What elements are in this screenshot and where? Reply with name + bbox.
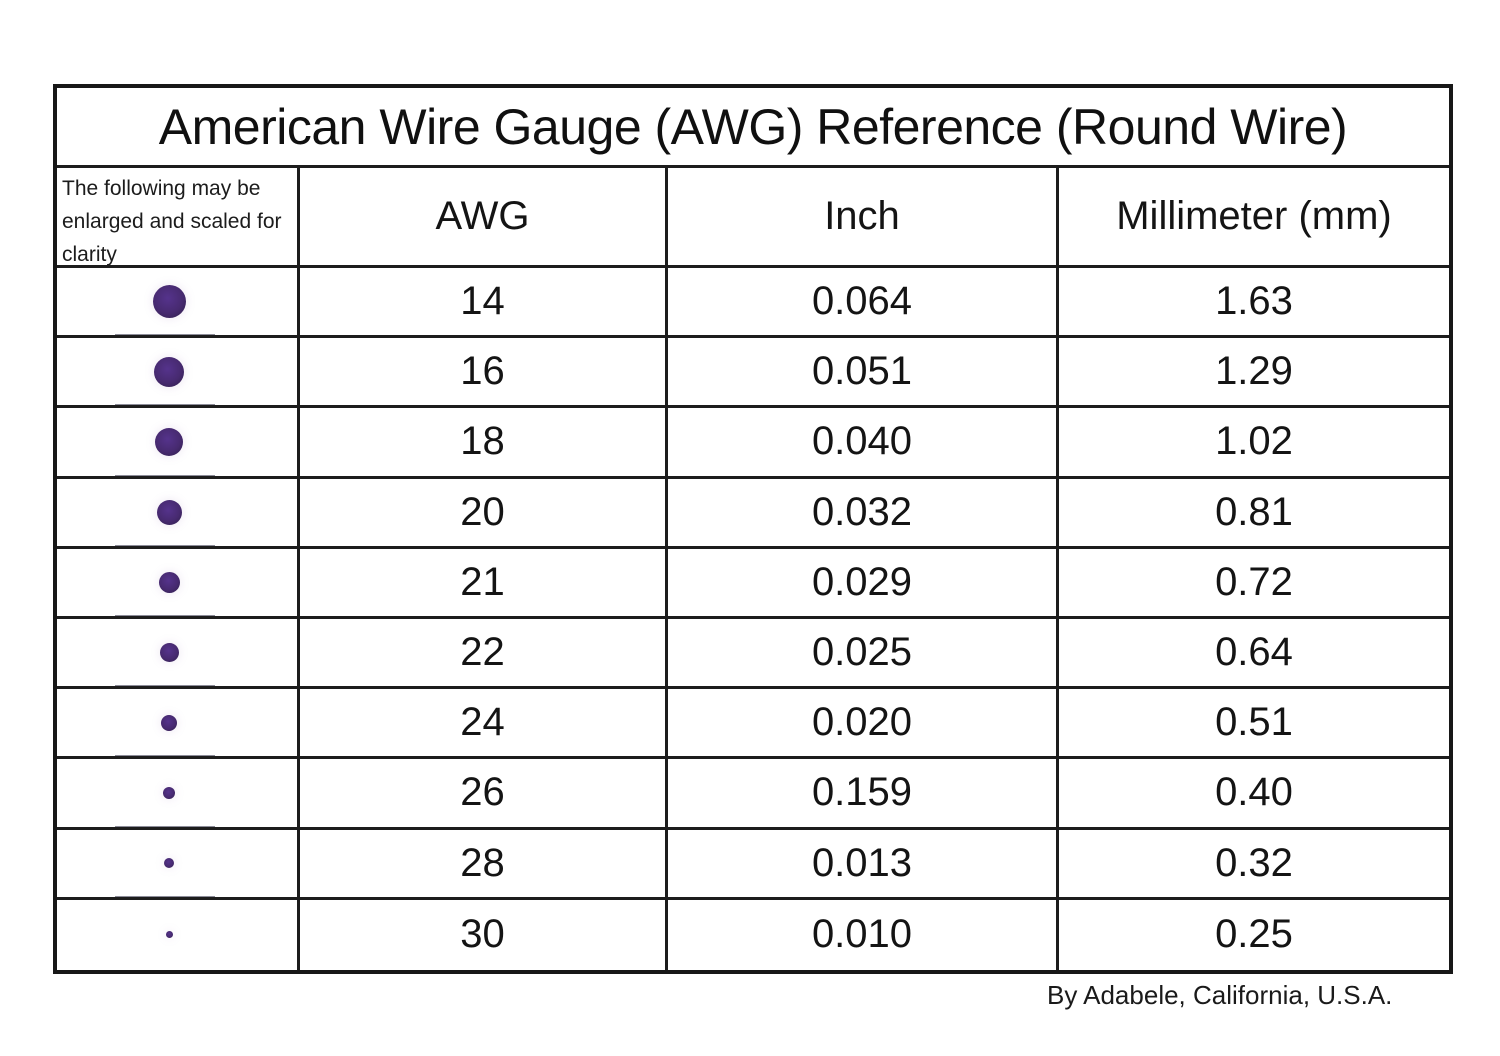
awg-value: 24	[300, 689, 668, 760]
awg-value: 18	[300, 408, 668, 479]
inch-value: 0.025	[668, 618, 1059, 690]
awg-value: 16	[300, 338, 668, 409]
wire-size-dot	[154, 356, 184, 387]
mm-value: 0.81	[1059, 479, 1449, 549]
column-header-inch: Inch	[668, 168, 1059, 268]
awg-value: 28	[300, 829, 668, 900]
inch-value: 0.064	[668, 268, 1059, 339]
wire-dot-cell	[57, 759, 300, 830]
wire-dot-cell	[57, 268, 300, 339]
wire-size-dot	[156, 499, 182, 525]
wire-size-dot	[155, 427, 183, 456]
wire-size-dot	[161, 714, 177, 731]
mm-value: 0.40	[1059, 759, 1449, 830]
inch-value: 0.020	[668, 689, 1059, 760]
mm-value: 1.63	[1059, 268, 1449, 339]
wire-dot-cell	[57, 548, 300, 619]
awg-reference-table: American Wire Gauge (AWG) Reference (Rou…	[53, 84, 1453, 974]
table-title: American Wire Gauge (AWG) Reference (Rou…	[57, 88, 1449, 168]
inch-value: 0.040	[668, 408, 1059, 479]
wire-size-dot	[158, 571, 180, 593]
wire-size-dot	[163, 786, 175, 799]
mm-value: 1.02	[1059, 408, 1449, 479]
mm-value: 0.32	[1059, 830, 1449, 900]
awg-value: 14	[300, 268, 668, 339]
awg-value: 20	[300, 478, 668, 549]
wire-dot-cell	[57, 829, 300, 900]
wire-dot-cell	[57, 408, 300, 479]
wire-size-dot	[165, 931, 173, 939]
wire-dot-cell	[57, 338, 300, 409]
inch-value: 0.159	[668, 759, 1059, 830]
wire-dot-cell	[57, 899, 300, 970]
mm-value: 0.25	[1215, 912, 1293, 957]
awg-value: 21	[300, 548, 668, 619]
inch-value: 0.029	[668, 548, 1059, 619]
mm-value: 1.29	[1059, 338, 1449, 409]
awg-value: 22	[300, 618, 668, 690]
wire-dot-cell	[57, 618, 300, 690]
attribution-text: By Adabele, California, U.S.A.	[1047, 980, 1393, 1010]
wire-dot-cell	[57, 689, 300, 760]
inch-value: 0.051	[668, 338, 1059, 409]
wire-size-dot	[159, 643, 179, 663]
mm-value: 0.72	[1059, 549, 1449, 619]
inch-value: 0.032	[668, 478, 1059, 549]
inch-value: 0.010	[668, 899, 1059, 970]
mm-value: 0.64	[1059, 619, 1449, 690]
wire-size-dot	[164, 858, 174, 869]
header-note: The following may be enlarged and scaled…	[57, 168, 300, 268]
awg-value: 30	[300, 899, 668, 970]
wire-dot-cell	[57, 478, 300, 549]
wire-size-dot	[152, 285, 186, 319]
mm-value: 0.51	[1059, 689, 1449, 760]
column-header-mm: Millimeter (mm)	[1059, 168, 1449, 268]
column-header-awg: AWG	[300, 168, 668, 268]
awg-value: 26	[300, 759, 668, 830]
inch-value: 0.013	[668, 829, 1059, 900]
